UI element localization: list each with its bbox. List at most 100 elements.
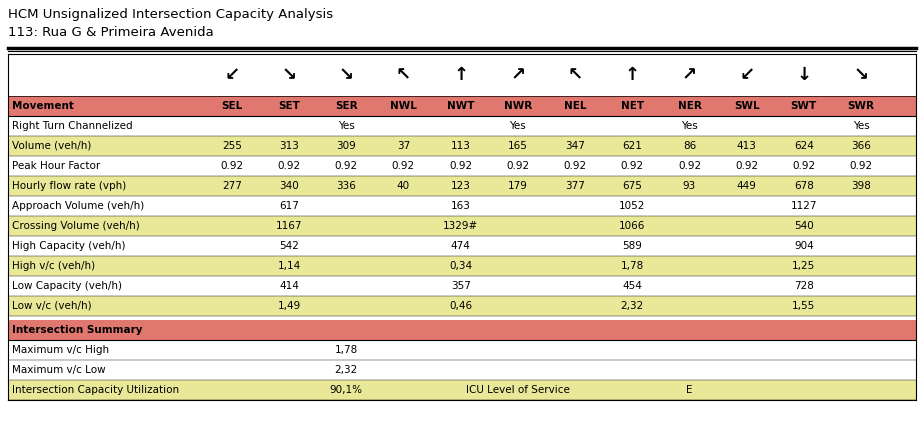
- Text: 398: 398: [851, 181, 871, 191]
- Bar: [8, 236, 916, 256]
- Text: NWL: NWL: [390, 101, 417, 111]
- Text: SWT: SWT: [791, 101, 817, 111]
- Text: 313: 313: [279, 141, 299, 151]
- Text: 86: 86: [683, 141, 696, 151]
- Text: Intersection Summary: Intersection Summary: [12, 325, 142, 335]
- Text: E: E: [687, 385, 693, 395]
- Text: 37: 37: [396, 141, 410, 151]
- Text: 1,78: 1,78: [621, 261, 644, 271]
- Text: Maximum v/c Low: Maximum v/c Low: [12, 365, 105, 375]
- Text: NWT: NWT: [447, 101, 474, 111]
- Text: Movement: Movement: [12, 101, 74, 111]
- Text: ↗: ↗: [510, 66, 526, 84]
- Text: Crossing Volume (veh/h): Crossing Volume (veh/h): [12, 221, 140, 231]
- Text: ↘: ↘: [339, 66, 354, 84]
- Bar: [8, 340, 916, 360]
- Bar: [8, 216, 916, 236]
- Text: 309: 309: [336, 141, 356, 151]
- Text: Yes: Yes: [338, 121, 355, 131]
- Text: 617: 617: [279, 201, 299, 211]
- Text: NWR: NWR: [504, 101, 532, 111]
- Text: 163: 163: [451, 201, 470, 211]
- Text: Maximum v/c High: Maximum v/c High: [12, 345, 109, 355]
- Text: Approach Volume (veh/h): Approach Volume (veh/h): [12, 201, 144, 211]
- Bar: [8, 96, 916, 116]
- Text: 40: 40: [397, 181, 410, 191]
- Text: 366: 366: [851, 141, 871, 151]
- Text: 0,34: 0,34: [449, 261, 472, 271]
- Text: 179: 179: [508, 181, 528, 191]
- Text: Low v/c (veh/h): Low v/c (veh/h): [12, 301, 91, 311]
- Bar: [8, 116, 916, 136]
- Text: NEL: NEL: [564, 101, 587, 111]
- Text: 675: 675: [622, 181, 642, 191]
- Bar: [8, 380, 916, 400]
- Text: SWL: SWL: [734, 101, 760, 111]
- Text: 474: 474: [451, 241, 470, 251]
- Text: ↑: ↑: [625, 66, 639, 84]
- Text: Yes: Yes: [853, 121, 869, 131]
- Text: 1329#: 1329#: [443, 221, 479, 231]
- Text: 904: 904: [794, 241, 814, 251]
- Text: 2,32: 2,32: [334, 365, 358, 375]
- Text: 0.92: 0.92: [792, 161, 815, 171]
- Bar: [8, 360, 916, 380]
- Text: 165: 165: [508, 141, 528, 151]
- Bar: [8, 320, 916, 340]
- Text: ↙: ↙: [225, 66, 239, 84]
- Text: 123: 123: [451, 181, 470, 191]
- Text: 1,55: 1,55: [792, 301, 816, 311]
- Text: High Capacity (veh/h): High Capacity (veh/h): [12, 241, 126, 251]
- Text: ↑: ↑: [453, 66, 468, 84]
- Text: Intersection Capacity Utilization: Intersection Capacity Utilization: [12, 385, 179, 395]
- Text: Yes: Yes: [681, 121, 698, 131]
- Text: ↘: ↘: [854, 66, 869, 84]
- Text: 449: 449: [736, 181, 757, 191]
- Text: 277: 277: [222, 181, 242, 191]
- Text: 0.92: 0.92: [392, 161, 415, 171]
- Text: 255: 255: [222, 141, 242, 151]
- Text: 0.92: 0.92: [334, 161, 358, 171]
- Text: 113: 113: [451, 141, 470, 151]
- Text: 0.92: 0.92: [220, 161, 243, 171]
- Text: SEL: SEL: [221, 101, 242, 111]
- Text: 113: Rua G & Primeira Avenida: 113: Rua G & Primeira Avenida: [8, 26, 213, 39]
- Text: 678: 678: [794, 181, 814, 191]
- Text: 624: 624: [794, 141, 814, 151]
- Text: Low Capacity (veh/h): Low Capacity (veh/h): [12, 281, 122, 291]
- Bar: [8, 256, 916, 276]
- Text: SWR: SWR: [847, 101, 874, 111]
- Text: 0.92: 0.92: [564, 161, 587, 171]
- Text: SET: SET: [278, 101, 300, 111]
- Bar: [8, 156, 916, 176]
- Text: 1,49: 1,49: [277, 301, 300, 311]
- Text: ↓: ↓: [796, 66, 811, 84]
- Text: Volume (veh/h): Volume (veh/h): [12, 141, 91, 151]
- Text: 347: 347: [565, 141, 585, 151]
- Text: 1066: 1066: [619, 221, 646, 231]
- Text: ↙: ↙: [739, 66, 754, 84]
- Text: 1052: 1052: [619, 201, 646, 211]
- Text: 540: 540: [794, 221, 814, 231]
- Bar: [8, 54, 916, 96]
- Text: 0,46: 0,46: [449, 301, 472, 311]
- Bar: [8, 196, 916, 216]
- Text: 621: 621: [622, 141, 642, 151]
- Text: Yes: Yes: [509, 121, 526, 131]
- Text: 93: 93: [683, 181, 696, 191]
- Text: 454: 454: [622, 281, 642, 291]
- Text: Right Turn Channelized: Right Turn Channelized: [12, 121, 133, 131]
- Text: SER: SER: [334, 101, 358, 111]
- Text: 0.92: 0.92: [621, 161, 644, 171]
- Text: 589: 589: [622, 241, 642, 251]
- Text: 414: 414: [279, 281, 299, 291]
- Text: High v/c (veh/h): High v/c (veh/h): [12, 261, 95, 271]
- Text: 2,32: 2,32: [621, 301, 644, 311]
- Text: NER: NER: [677, 101, 701, 111]
- Text: 90,1%: 90,1%: [330, 385, 363, 395]
- Text: 1,25: 1,25: [792, 261, 816, 271]
- Text: NET: NET: [621, 101, 644, 111]
- Bar: [8, 296, 916, 316]
- Bar: [8, 276, 916, 296]
- Text: 0.92: 0.92: [678, 161, 701, 171]
